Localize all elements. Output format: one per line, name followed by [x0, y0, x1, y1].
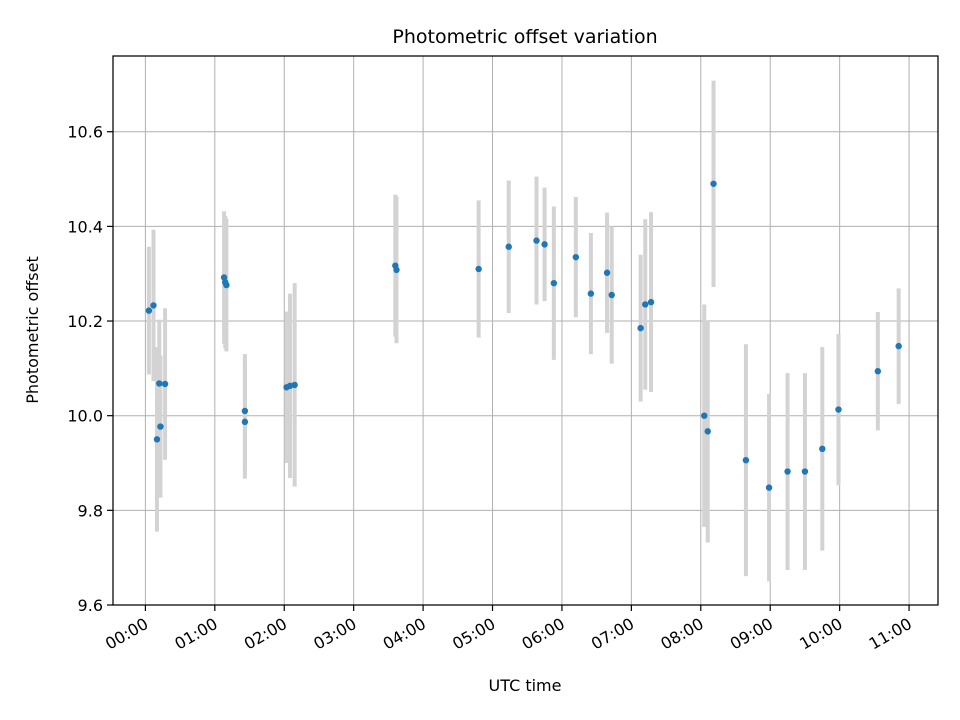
data-point: [241, 407, 249, 415]
y-tick-label: 9.8: [78, 501, 103, 520]
data-point: [874, 368, 882, 375]
x-axis-label: UTC time: [489, 676, 562, 695]
data-point: [150, 302, 157, 309]
data-point: [895, 342, 902, 350]
data-point: [223, 281, 230, 289]
y-tick-label: 10.0: [67, 407, 103, 426]
data-point: [393, 266, 400, 274]
data-point: [505, 243, 512, 250]
data-point: [819, 445, 826, 453]
data-point: [533, 237, 540, 244]
y-axis-label: Photometric offset: [23, 256, 42, 404]
data-point: [161, 380, 169, 388]
data-point: [784, 468, 791, 475]
plot-area-background: [113, 56, 938, 605]
data-point: [704, 428, 711, 435]
grid: [113, 56, 938, 606]
data-point: [642, 301, 649, 308]
y-axis-ticks: 9.6 9.8 10.0 10.2 10.4 10.6: [67, 123, 113, 615]
data-point: [541, 241, 548, 248]
data-point: [637, 324, 644, 332]
data-point: [145, 307, 153, 314]
data-point: [572, 253, 580, 261]
data-point: [475, 265, 482, 273]
data-point: [742, 456, 750, 464]
data-point: [765, 484, 773, 491]
data-point: [153, 436, 161, 443]
data-point: [801, 468, 809, 475]
data-point: [647, 298, 655, 306]
data-point: [608, 291, 615, 299]
y-tick-label: 10.2: [67, 312, 103, 331]
data-point: [587, 290, 595, 297]
data-point: [157, 423, 164, 430]
data-markers: [145, 180, 902, 491]
data-point: [241, 418, 249, 426]
data-point: [710, 180, 717, 187]
y-tick-label: 9.6: [78, 596, 103, 615]
data-point: [156, 380, 163, 387]
y-tick-label: 10.4: [67, 217, 103, 236]
data-point: [603, 269, 611, 276]
plot-area-frame: [112, 55, 939, 606]
data-point: [291, 381, 298, 389]
data-point: [701, 412, 708, 419]
y-tick-label: 10.6: [67, 123, 103, 142]
data-point: [550, 279, 558, 287]
data-point: [835, 406, 842, 413]
chart-title: Photometric offset variation: [392, 26, 657, 48]
